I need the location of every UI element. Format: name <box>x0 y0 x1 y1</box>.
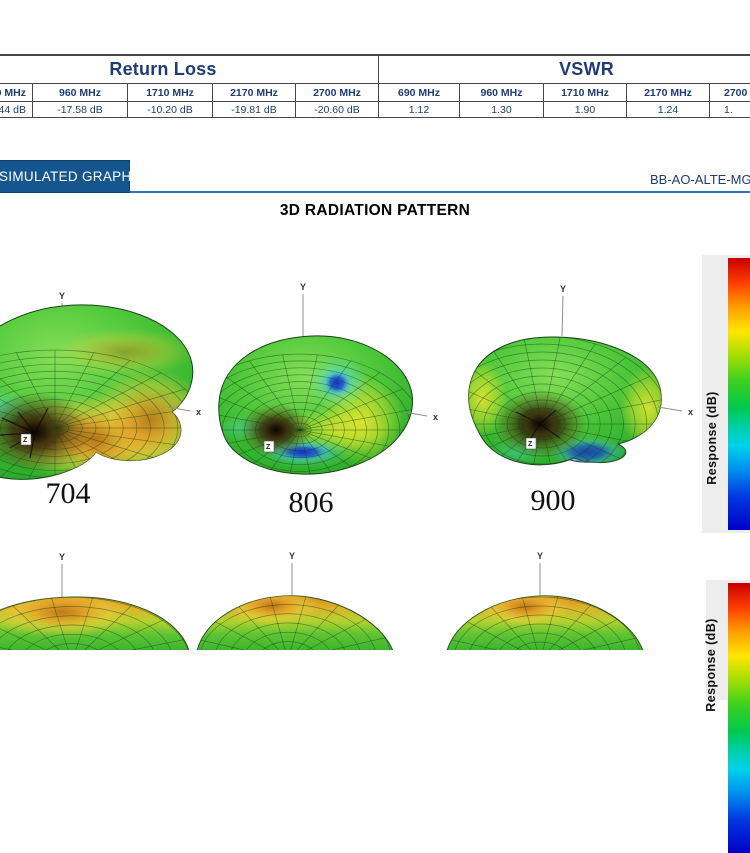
simulated-graphs-bar: SIMULATED GRAPHS <box>0 160 141 193</box>
radiation-plots-canvas: Y x Z Y <box>0 282 693 650</box>
colorbar-gradient-row2 <box>728 583 750 853</box>
return-loss-value-row: 44 dB -17.58 dB -10.20 dB -19.81 dB -20.… <box>0 102 378 118</box>
value-cell: -20.60 dB <box>296 102 378 118</box>
colorbar-label-row1: Response (dB) <box>705 391 719 485</box>
vswr-freq-row: 690 MHz 960 MHz 1710 MHz 2170 MHz 2700 M… <box>379 84 750 102</box>
value-cell: -17.58 dB <box>33 102 128 118</box>
freq-cell: 0 MHz <box>0 84 33 102</box>
z-axis-label: Z <box>23 437 28 444</box>
vswr-value-row: 1.12 1.30 1.90 1.24 1. <box>379 102 750 118</box>
y-axis-label: Y <box>560 284 566 294</box>
colorbar-label-row2: Response (dB) <box>704 618 718 712</box>
freq-cell: 1710 MHz <box>544 84 627 102</box>
value-cell: 1.30 <box>460 102 544 118</box>
freq-cell: 1710 MHz <box>128 84 213 102</box>
document-code: BB-AO-ALTE-MG9 <box>650 172 750 187</box>
simulated-graphs-label: SIMULATED GRAPHS <box>0 169 141 184</box>
x-axis-label: x <box>688 407 693 417</box>
return-loss-section: Return Loss 0 MHz 960 MHz 1710 MHz 2170 … <box>0 56 378 118</box>
radiation-plot-row2-3: Y <box>446 551 644 650</box>
freq-cell: 960 MHz <box>33 84 128 102</box>
radiation-plot-900: Y x Z <box>468 284 693 466</box>
y-axis-label: Y <box>300 282 306 292</box>
freq-cell: 960 MHz <box>460 84 544 102</box>
radiation-pattern-title: 3D RADIATION PATTERN <box>279 202 471 219</box>
freq-cell: 2700 MHz <box>296 84 378 102</box>
value-cell: 1.12 <box>379 102 460 118</box>
plot-label-704: 704 <box>45 477 91 510</box>
value-cell: 1.90 <box>544 102 627 118</box>
plot-label-806: 806 <box>288 486 334 519</box>
freq-cell: 690 MHz <box>379 84 460 102</box>
z-axis-label: Z <box>266 444 271 451</box>
y-axis-label: Y <box>537 551 543 561</box>
datasheet-page: { "table": { "sections": [ { "title": "R… <box>0 54 750 853</box>
freq-cell: 2700 MHz <box>710 84 750 102</box>
colorbar-gradient-row1 <box>728 258 750 530</box>
freq-cell: 2170 MHz <box>627 84 710 102</box>
freq-cell: 2170 MHz <box>213 84 296 102</box>
spec-table: Return Loss 0 MHz 960 MHz 1710 MHz 2170 … <box>0 54 750 118</box>
value-cell: 1. <box>710 102 750 118</box>
x-axis-label: x <box>433 412 438 422</box>
value-cell: 44 dB <box>0 102 33 118</box>
value-cell: -10.20 dB <box>128 102 213 118</box>
return-loss-title: Return Loss <box>0 56 378 84</box>
return-loss-freq-row: 0 MHz 960 MHz 1710 MHz 2170 MHz 2700 MHz <box>0 84 378 102</box>
value-cell: -19.81 dB <box>213 102 296 118</box>
x-axis-label: x <box>196 407 201 417</box>
radiation-plot-row2-2: Y <box>196 551 394 650</box>
radiation-plot-row2-1: Y <box>0 552 190 650</box>
y-axis-label: Y <box>59 291 65 301</box>
y-axis-label: Y <box>289 551 295 561</box>
vswr-section: VSWR 690 MHz 960 MHz 1710 MHz 2170 MHz 2… <box>378 56 750 118</box>
radiation-plot-704: Y x Z <box>0 291 201 480</box>
y-axis-label: Y <box>59 552 65 562</box>
vswr-title: VSWR <box>379 56 750 84</box>
plot-label-900: 900 <box>530 484 576 517</box>
value-cell: 1.24 <box>627 102 710 118</box>
z-axis-label: Z <box>528 441 533 448</box>
header-divider-rule <box>0 191 750 193</box>
radiation-plot-806: Y x Z <box>218 282 438 475</box>
